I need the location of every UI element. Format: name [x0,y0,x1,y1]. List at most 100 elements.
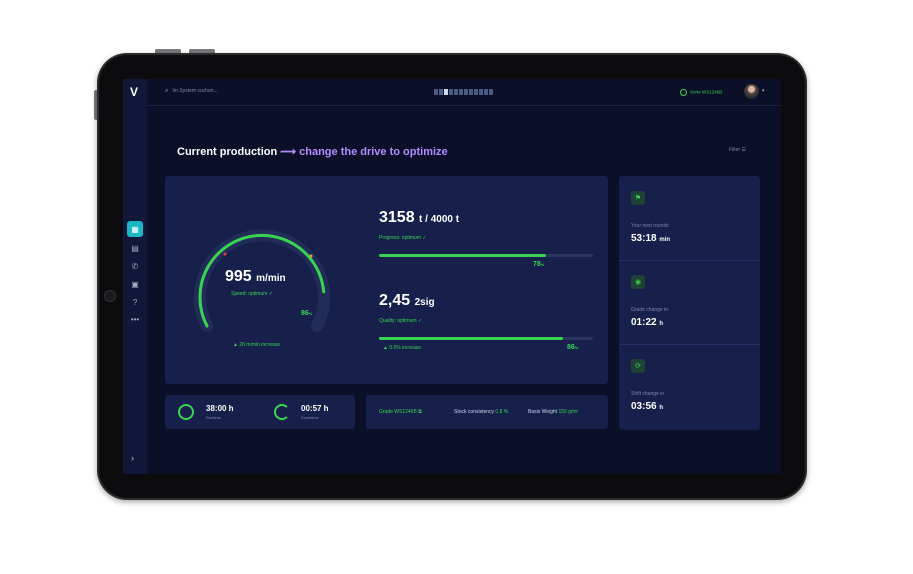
shift-change-section: ⟳ Shift change in 03:56 h [619,344,760,428]
progress-bar [379,254,593,257]
calendar-icon[interactable]: ▣ [131,279,139,289]
dashboard-icon[interactable]: ▦ [127,221,143,237]
basis-weight: Basis Weight 150 g/m² [528,409,578,415]
status-ring-icon [680,89,687,96]
progress-number: 3158 [379,209,415,226]
quality-increase: ▲ 0.5% increase [383,345,422,351]
grade-icon: ◉ [631,275,645,289]
more-icon[interactable]: ••• [130,314,140,324]
runtime-card: 38:00 h Runtime 00:57 h Downtime [165,395,355,429]
external-link-icon: ⧉ [418,409,422,415]
shift-change-unit: h [659,405,664,411]
speed-label: Speed: optimum ✓ [231,291,273,297]
grade-change-value: 01:22 h [631,317,663,328]
grid-icon[interactable]: ▤ [131,243,139,253]
progress-value: 3158 t / 4000 t [379,209,459,227]
shift-icon: ⟳ [631,359,645,373]
grade-info-card: Grade WS1246B ⧉ Stock consistency 0,8 % … [366,395,608,429]
search-icon: ⌕ [165,88,169,94]
quality-number: 2,45 [379,292,411,309]
runtime-value: 38:00 h [206,404,234,413]
speed-increase-text: 20 m/min increase [239,342,281,348]
app-screen: V ▦ ▤ ✆ ▣ ? ••• › ⌕ Im System suchen... S… [123,79,781,474]
page-subtitle: change the drive to optimize [299,146,448,158]
grade-link-text: Grade WS1246B [379,409,417,415]
basis-weight-value: 150 g/m² [558,409,579,415]
speed-increase: ▲ 20 m/min increase [233,342,281,348]
sidebar: V ▦ ▤ ✆ ▣ ? ••• › [123,79,147,474]
grade-change-label: Grade change in [631,307,668,313]
quality-increase-text: 0.5% increase [389,345,422,351]
filter-icon: ☰ [741,147,746,153]
stock-consistency-value: 0,8 % [495,409,509,415]
expand-sidebar-icon[interactable]: › [131,453,134,463]
quality-percent-number: 86 [567,344,575,351]
speed-number: 995 [225,268,252,285]
quality-label: Quality: optimum ✓ [379,318,423,324]
progress-percent-number: 78 [533,261,541,268]
quality-bar-fill [379,337,564,340]
sparkle-icon: ⟿ [280,146,297,158]
speed-gauge [194,229,330,332]
grade-change-unit: h [659,321,664,327]
volume-button [155,49,181,53]
grade-change-section: ◉ Grade change in 01:22 h [619,260,760,345]
next-rounds-section: ⚑ Your next rounds 53:18 min [619,176,760,261]
next-rounds-unit: min [659,237,671,243]
filter-button[interactable]: Filter ☰ [729,147,746,153]
power-button [94,90,98,120]
shift-change-value: 03:56 h [631,401,663,412]
page-indicator [434,89,493,95]
page-title: Current production ⟿ change the drive to… [177,145,448,158]
runtime-label: Runtime [206,415,221,420]
stock-consistency: Stock consistency 0,8 % [454,409,508,415]
phone-icon[interactable]: ✆ [131,261,139,271]
volume-button [189,49,215,53]
progress-percent: 78% [533,261,544,268]
quality-percent: 86% [567,344,578,351]
page-title-text: Current production [177,146,278,158]
help-icon[interactable]: ? [132,297,138,307]
quality-bar [379,337,593,340]
grade-change-number: 01:22 [631,317,657,328]
quality-unit: 2sig [414,297,435,308]
speed-percent-number: 86 [301,310,309,317]
avatar[interactable] [744,84,759,99]
next-rounds-value: 53:18 min [631,233,670,244]
schedule-card: ⚑ Your next rounds 53:18 min ◉ Grade cha… [619,176,760,430]
quality-value: 2,45 2sig [379,292,435,310]
progress-percent-unit: % [540,262,545,267]
production-card: 995 m/min Speed: optimum ✓ 86% ▲ 20 m/mi… [165,176,608,384]
progress-bar-fill [379,254,546,257]
runtime-icon [178,404,194,420]
progress-unit: t / 4000 t [419,214,460,225]
speed-value: 995 m/min [225,268,286,286]
speed-unit: m/min [256,273,286,284]
stock-consistency-label: Stock consistency [454,409,495,415]
gauge-min-marker [223,252,227,256]
app-logo[interactable]: V [130,85,139,99]
grade-status-label: Sorte WS1246B [690,89,723,95]
downtime-value: 00:57 h [301,404,329,413]
next-rounds-label: Your next rounds [631,223,669,229]
filter-label: Filter [729,147,741,153]
camera [104,290,116,302]
search-placeholder: Im System suchen... [172,88,218,94]
downtime-label: Downtime [301,415,319,420]
search-input[interactable]: ⌕ Im System suchen... [165,88,218,95]
progress-label: Progress: optimum ✓ [379,235,427,241]
shift-change-label: Shift change in [631,391,665,397]
downtime-icon [274,404,290,420]
gauge-fill [198,233,326,328]
speed-percent-unit: % [308,311,313,316]
next-rounds-number: 53:18 [631,233,657,244]
grade-status[interactable]: Sorte WS1246B [680,89,722,96]
gauge-max-marker [309,254,313,258]
grade-link[interactable]: Grade WS1246B ⧉ [379,409,422,415]
shift-change-number: 03:56 [631,401,657,412]
topbar: ⌕ Im System suchen... Sorte WS1246B ▾ [147,79,781,106]
rounds-icon: ⚑ [631,191,645,205]
basis-weight-label: Basis Weight [528,409,558,415]
speed-percent: 86% [301,310,312,317]
chevron-down-icon[interactable]: ▾ [762,88,765,94]
